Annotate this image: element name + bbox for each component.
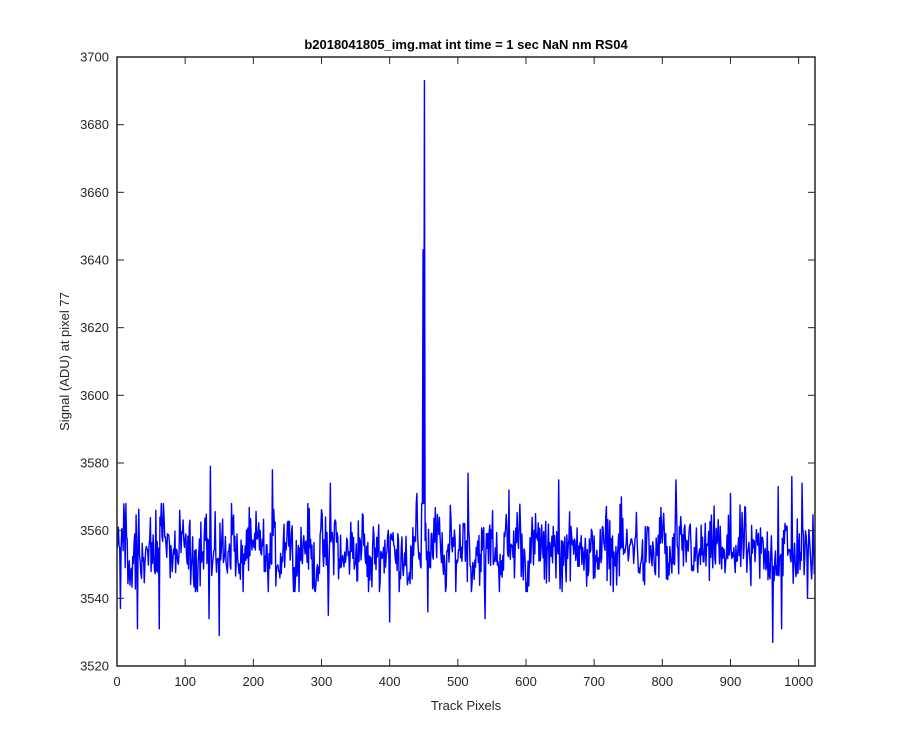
x-tick-label: 1000: [784, 674, 813, 689]
plot-area: [117, 57, 815, 666]
x-tick-label: 500: [447, 674, 469, 689]
tick-layer: 0 100 200 300 400 500 600 700 800 900 1000 3520 3540…: [80, 50, 815, 689]
chart-title: b2018041805_img.mat int time = 1 sec NaN…: [304, 37, 628, 52]
x-tick-label: 600: [515, 674, 537, 689]
x-axis-label: Track Pixels: [431, 698, 502, 713]
plot-frame: [116, 56, 816, 667]
y-tick-label: 3640: [80, 253, 109, 268]
series-layer: [117, 79, 815, 644]
x-tick-label: 700: [583, 674, 605, 689]
signal-line: [117, 79, 815, 644]
y-tick-label: 3680: [80, 117, 109, 132]
x-tick-label: 900: [720, 674, 742, 689]
x-tick-label: 0: [113, 674, 120, 689]
x-tick-label: 200: [242, 674, 264, 689]
y-tick-label: 3520: [80, 659, 109, 674]
y-tick-label: 3700: [80, 50, 109, 65]
y-axis-label: Signal (ADU) at pixel 77: [57, 292, 72, 431]
x-tick-label: 800: [651, 674, 673, 689]
y-tick-label: 3540: [80, 591, 109, 606]
y-tick-label: 3580: [80, 456, 109, 471]
y-tick-label: 3560: [80, 523, 109, 538]
y-tick-label: 3660: [80, 185, 109, 200]
x-tick-label: 300: [311, 674, 333, 689]
y-tick-label: 3620: [80, 320, 109, 335]
x-tick-label: 400: [379, 674, 401, 689]
y-tick-label: 3600: [80, 388, 109, 403]
x-tick-label: 100: [174, 674, 196, 689]
